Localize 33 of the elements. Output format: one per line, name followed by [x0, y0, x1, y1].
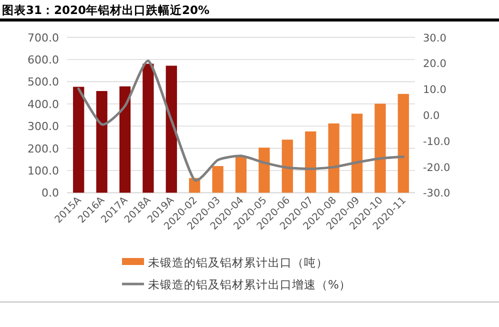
y-tick-label: 400.0 [28, 98, 59, 111]
y-tick-label: 200.0 [28, 142, 59, 156]
legend-label: 未锻造的铝及铝材累计出口增速（%） [148, 278, 351, 292]
bar [258, 148, 270, 193]
bar [282, 140, 293, 193]
bar [398, 94, 409, 193]
y-tick-label: 0.0 [42, 186, 59, 200]
bar [305, 131, 316, 193]
bar [328, 123, 340, 193]
y2-tick-label: 10.0 [423, 84, 446, 96]
bar [73, 86, 84, 193]
y2-tick-label: 30.0 [423, 32, 446, 44]
bar [351, 114, 363, 193]
bar [235, 156, 247, 193]
bar [119, 86, 131, 193]
bar [374, 104, 386, 193]
y2-tick-label: -10.0 [423, 136, 450, 148]
line-series [77, 60, 405, 182]
bar [96, 91, 108, 193]
y2-tick-label: -20.0 [423, 162, 450, 174]
y2-tick-label: 20.0 [423, 58, 446, 70]
bar [142, 64, 154, 193]
y2-tick-label: 0.0 [423, 110, 440, 122]
y-tick-label: 600.0 [28, 54, 59, 66]
chart-title: 图表31：2020年铝材出口跌幅近20% [2, 3, 210, 17]
legend-label: 未锻造的铝及铝材累计出口（吨） [148, 256, 328, 270]
y-tick-label: 100.0 [28, 164, 59, 178]
bar [212, 166, 224, 193]
y2-tick-label: -30.0 [423, 188, 450, 200]
y-tick-label: 500.0 [28, 76, 59, 89]
bar [166, 66, 177, 193]
y-tick-label: 300.0 [28, 120, 59, 134]
y-tick-label: 700.0 [28, 31, 59, 44]
